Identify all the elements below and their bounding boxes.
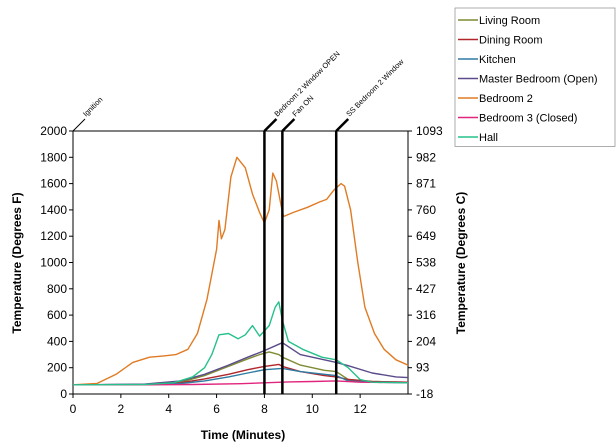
series-line — [72, 367, 409, 386]
plot-area — [72, 130, 409, 395]
y-tick-label-left: 1000 — [40, 256, 67, 270]
series-line — [73, 380, 408, 386]
y-tick-label-left: 2000 — [40, 124, 67, 138]
y-tick-label-right: 871 — [416, 177, 436, 191]
legend-label: Hall — [479, 132, 498, 144]
legend-label: Living Room — [479, 15, 540, 27]
y-tick-label-right: 93 — [416, 361, 430, 375]
series-line — [72, 351, 409, 386]
y-tick-label-right: 204 — [416, 334, 436, 348]
y-tick-label-left: 0 — [60, 387, 67, 401]
event-label: Ignition — [81, 95, 104, 118]
y-tick-label-right: 760 — [416, 203, 436, 217]
y-tick-label-left: 800 — [47, 282, 67, 296]
legend-box — [454, 7, 616, 147]
y-tick-label-right: 1093 — [416, 124, 443, 138]
event-label: SS Bedroom 2 Window — [344, 57, 406, 119]
x-axis-title: Time (Minutes) — [201, 428, 285, 442]
y-tick-label-left: 200 — [47, 361, 67, 375]
legend: Living Room Dining Room Kitchen Master Bedr… — [454, 7, 616, 147]
y-axis-title-right: Temperature (Degrees C) — [454, 192, 468, 335]
legend-label: Master Bedroom (Open) — [479, 74, 598, 86]
y-tick-label-right: -18 — [416, 387, 434, 401]
y-tick-label-left: 1600 — [40, 177, 67, 191]
plot-frame — [72, 130, 409, 395]
event-leader — [72, 118, 86, 132]
x-tick-label: 12 — [353, 402, 367, 416]
x-tick-label: 0 — [70, 402, 77, 416]
y-tick-label-right: 427 — [416, 282, 436, 296]
legend-label: Kitchen — [479, 54, 516, 66]
y-tick-label-left: 1800 — [40, 150, 67, 164]
y-tick-label-right: 316 — [416, 308, 436, 322]
event-leader — [263, 118, 278, 132]
legend-label: Dining Room — [479, 35, 543, 47]
y-tick-label-left: 1400 — [40, 203, 67, 217]
x-tick-label: 2 — [118, 402, 125, 416]
event-leader — [281, 118, 296, 132]
y-axis-title-left: Temperature (Degrees F) — [10, 192, 24, 333]
x-tick-label: 6 — [213, 402, 220, 416]
x-tick-label: 8 — [261, 402, 268, 416]
y-tick-label-right: 649 — [416, 229, 436, 243]
y-tick-label-left: 600 — [47, 308, 67, 322]
legend-label: Bedroom 3 (Closed) — [479, 113, 577, 125]
y-tick-label-left: 1200 — [40, 229, 67, 243]
event-leader — [335, 118, 350, 132]
legend-label: Bedroom 2 — [479, 93, 533, 105]
x-tick-label: 10 — [306, 402, 320, 416]
x-tick-label: 4 — [165, 402, 172, 416]
y-tick-label-left: 400 — [47, 334, 67, 348]
y-tick-label-right: 982 — [416, 150, 436, 164]
y-tick-label-right: 538 — [416, 256, 436, 270]
